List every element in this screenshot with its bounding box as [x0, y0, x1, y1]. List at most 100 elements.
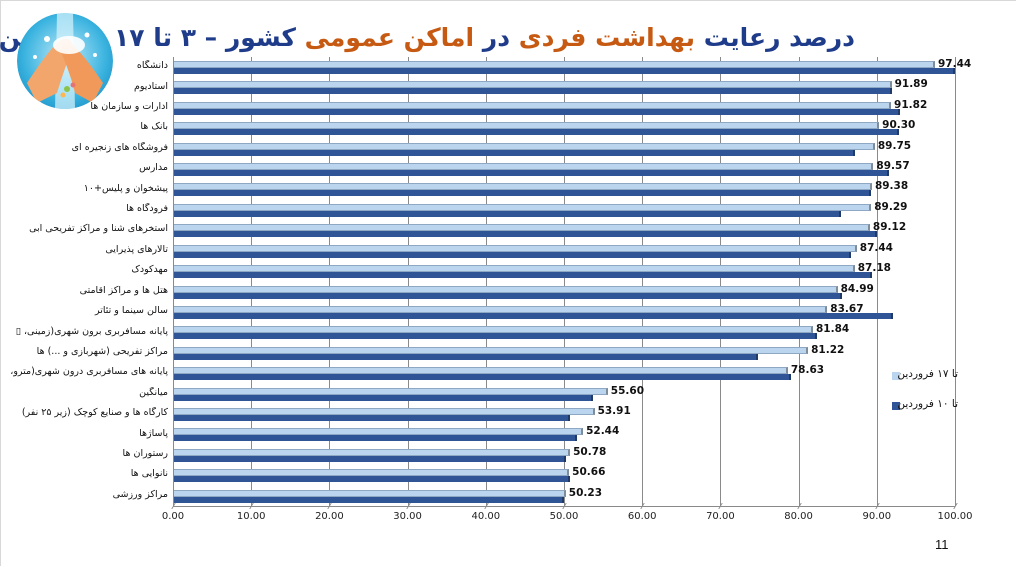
category-label: فروشگاه های زنجیره ای [71, 141, 168, 153]
bar-series-10-farvardin [173, 68, 955, 74]
gridline [955, 57, 956, 506]
data-label: 89.29 [874, 200, 908, 213]
bar-series-17-farvardin [173, 122, 880, 130]
data-label: 91.82 [894, 98, 928, 111]
gridline [720, 57, 722, 506]
bar-series-17-farvardin [173, 81, 892, 89]
bar-series-17-farvardin [173, 407, 595, 415]
bar-series-17-farvardin [173, 142, 875, 150]
category-label: تالارهای پذیرایی [105, 243, 168, 255]
category-label: مراکز ورزشی [112, 488, 168, 500]
legend-swatch-light [892, 372, 900, 380]
x-tick-label: 90.00 [862, 511, 892, 522]
x-tick-label: 70.00 [706, 511, 735, 522]
category-label: کارگاه ها و صنایع کوچک (زیر ۲۵ نفر) [21, 407, 168, 419]
category-label: رستوران ها [122, 447, 168, 459]
data-label: 89.12 [872, 221, 907, 234]
data-label: 78.63 [790, 364, 825, 377]
bar-series-10-farvardin [173, 496, 564, 503]
data-label: 84.99 [840, 282, 874, 295]
x-tick-label: 60.00 [627, 511, 657, 522]
legend-label-dark: تا ۱۰ فروردین [897, 398, 958, 410]
bar-series-10-farvardin [173, 292, 842, 299]
category-label: پایانه های مسافربری درون شهری(مترو، ▯ [10, 366, 168, 378]
gridline [642, 57, 644, 506]
bar-series-17-farvardin [173, 326, 813, 334]
bar-series-10-farvardin [173, 455, 566, 462]
bar-series-17-farvardin [173, 265, 855, 273]
category-label: هتل ها و مراکز اقامتی [79, 284, 168, 296]
x-tick-label: 10.00 [236, 511, 266, 522]
x-tick-label: 0.00 [161, 511, 185, 522]
bar-series-10-farvardin [173, 414, 571, 421]
category-label: مدارس [139, 162, 168, 174]
bar-series-17-farvardin [173, 469, 570, 477]
bar-series-17-farvardin [173, 305, 828, 313]
page-number: 11 [935, 537, 949, 552]
bar-series-10-farvardin [173, 394, 593, 401]
bar-series-10-farvardin [173, 333, 817, 340]
data-label: 91.89 [894, 78, 928, 91]
chart-legend: تا ۱۷ فروردین تا ۱۰ فروردین [880, 360, 960, 420]
data-label: 83.67 [830, 302, 864, 315]
bar-series-17-farvardin [173, 428, 584, 436]
y-axis [173, 57, 174, 506]
bar-series-10-farvardin [173, 476, 571, 483]
gridline [329, 57, 331, 506]
bar-series-10-farvardin [173, 210, 841, 217]
gridline [485, 57, 487, 506]
bar-series-10-farvardin [173, 272, 873, 279]
bar-series-17-farvardin [173, 183, 872, 191]
x-tick-label: 20.00 [315, 511, 344, 522]
category-label: دانشگاه [136, 60, 168, 72]
title-part: در [474, 23, 519, 52]
x-tick-label: 30.00 [393, 511, 422, 522]
bar-series-17-farvardin [173, 367, 788, 375]
gridline [564, 57, 565, 506]
category-label: میانگین [139, 386, 168, 398]
x-tick-label: 100.00 [937, 511, 973, 522]
category-label: نانوایی ها [130, 468, 168, 480]
category-label: استخرهای شنا و مراکز تفریحی آبی [29, 223, 168, 235]
category-label: سالن سینما و تئاتر [95, 305, 168, 317]
bar-series-17-farvardin [173, 61, 935, 68]
bar-series-17-farvardin [173, 448, 571, 456]
bar-series-17-farvardin [173, 224, 870, 232]
category-label: مراکز تفریحی (شهربازی و ...) ها [36, 345, 168, 357]
data-label: 52.44 [586, 425, 620, 438]
bar-series-10-farvardin [173, 129, 899, 136]
data-label: 90.30 [882, 119, 916, 132]
bar-series-10-farvardin [173, 149, 855, 156]
gridline [876, 57, 878, 506]
bar-series-10-farvardin [173, 353, 758, 360]
category-label: پایانه مسافربری برون شهری(زمینی، ▯ [15, 325, 168, 337]
category-label: استادیوم [133, 80, 168, 92]
x-tick-label: 40.00 [471, 511, 501, 522]
gridline [798, 57, 800, 506]
bar-series-17-farvardin [173, 285, 838, 293]
bar-series-17-farvardin [173, 387, 608, 395]
x-tick-label: 50.00 [549, 511, 579, 522]
data-label: 81.22 [811, 343, 845, 356]
data-label: 87.44 [859, 241, 893, 254]
x-tick-label: 80.00 [784, 511, 813, 522]
plot-area: 97.44 91.89 91.82 90.30 89.75 89.57 89.38 89.29… [173, 57, 971, 506]
chart-title: درصد رعایت بهداشت فردی در اماکن عمومی کش… [0, 18, 855, 58]
bar-series-17-farvardin [173, 163, 874, 171]
bar-series-17-farvardin [173, 203, 872, 211]
bar-series-10-farvardin [173, 88, 893, 95]
bar-series-10-farvardin [173, 108, 901, 115]
gridline [407, 57, 409, 506]
data-label: 50.78 [573, 445, 607, 458]
category-label: فرودگاه ها [126, 203, 168, 215]
bar-series-10-farvardin [173, 374, 791, 381]
bar-series-10-farvardin [173, 231, 877, 238]
data-label: 50.23 [568, 486, 603, 499]
data-label: 89.57 [876, 160, 910, 173]
bar-series-10-farvardin [173, 170, 889, 177]
bar-series-10-farvardin [173, 251, 851, 258]
hand-washing-icon [17, 13, 113, 109]
bar-series-10-farvardin [173, 435, 577, 442]
bar-series-10-farvardin [173, 312, 894, 319]
